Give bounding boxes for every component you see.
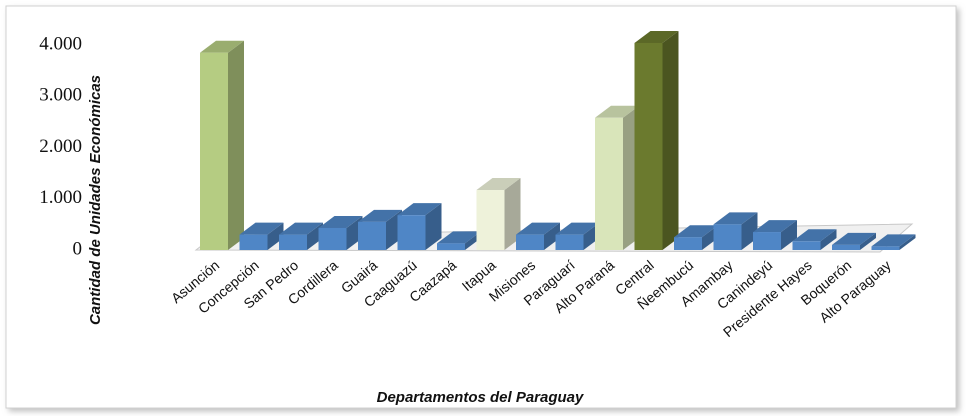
y-tick-label: 3.000 — [39, 85, 82, 106]
bar — [200, 40, 244, 250]
bar — [239, 222, 284, 250]
bar-top — [279, 222, 323, 235]
bar-front — [279, 234, 307, 250]
bar-side — [860, 232, 876, 250]
bar-front — [397, 215, 426, 250]
bar — [516, 222, 560, 250]
bar-front — [239, 234, 268, 250]
bar-front — [200, 52, 228, 250]
bar-top — [792, 229, 837, 242]
bar-top — [476, 178, 521, 191]
bar — [397, 203, 442, 250]
bar-top — [239, 222, 284, 235]
bar-front — [358, 221, 386, 250]
bar-front — [555, 234, 584, 250]
bar-top — [871, 234, 916, 247]
bar — [595, 105, 639, 251]
bar-top — [555, 222, 600, 235]
bar-front — [476, 190, 505, 250]
bar-front — [516, 234, 544, 250]
bar-top — [516, 222, 560, 235]
bar-front — [832, 244, 860, 250]
bar-side — [228, 40, 244, 250]
y-tick-label: 0 — [73, 238, 83, 259]
bar-top — [397, 203, 442, 216]
bar-side — [267, 222, 284, 250]
y-tick-label: 4.000 — [39, 33, 82, 54]
bar-top — [200, 40, 244, 53]
bar-top — [634, 30, 679, 43]
bar-top — [437, 231, 481, 244]
bar-front — [318, 227, 347, 250]
bar — [792, 229, 837, 250]
bar-top — [753, 220, 797, 233]
bar-side — [425, 203, 442, 250]
bar-front — [595, 117, 623, 251]
bar-front — [634, 42, 663, 251]
bar-top — [832, 232, 876, 245]
bar-side — [662, 30, 679, 251]
bar-top — [318, 215, 363, 228]
bar-side — [899, 234, 916, 250]
y-axis-title: Cantidad de Unidades Económicas — [87, 75, 104, 325]
bar-front — [713, 224, 742, 250]
bar — [476, 178, 521, 250]
bar-top — [358, 209, 402, 222]
bar-side — [781, 220, 797, 250]
bar-top — [674, 225, 718, 238]
bar-side — [544, 222, 560, 250]
bar-front — [871, 246, 900, 250]
bar — [634, 30, 679, 251]
y-tick-label: 1.000 — [39, 187, 82, 208]
y-tick-label: 2.000 — [39, 136, 82, 157]
bar-side — [504, 178, 521, 250]
bar-front — [792, 241, 821, 250]
bar — [871, 234, 916, 250]
bar-top — [713, 212, 758, 225]
bar-top — [595, 105, 639, 118]
bar-front — [674, 237, 702, 250]
x-axis-title: Departamentos del Paraguay — [377, 389, 584, 406]
bar-front — [753, 232, 781, 250]
bar — [753, 220, 797, 250]
bar — [713, 212, 758, 250]
bar — [832, 232, 876, 250]
bar-side — [820, 229, 837, 250]
bar-front — [437, 243, 465, 250]
